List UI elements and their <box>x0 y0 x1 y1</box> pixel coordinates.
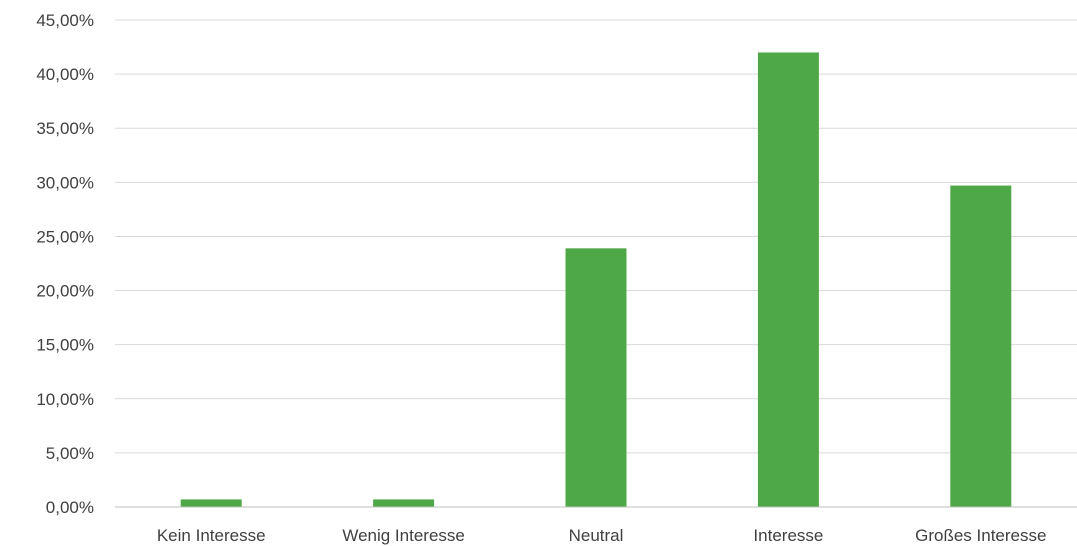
y-tick-label: 25,00% <box>36 227 94 246</box>
bar <box>180 499 242 507</box>
x-category-label: Neutral <box>569 526 624 545</box>
x-category-label: Kein Interesse <box>157 526 266 545</box>
y-tick-label: 35,00% <box>36 119 94 138</box>
bar <box>757 52 819 507</box>
y-axis-tick-labels: 0,00% 5,00% 10,00% 15,00% 20,00% 25,00% 30,00%… <box>36 11 94 517</box>
y-tick-label: 5,00% <box>46 444 94 463</box>
bars <box>180 52 1012 508</box>
y-tick-label: 20,00% <box>36 282 94 301</box>
y-tick-label: 10,00% <box>36 390 94 409</box>
y-tick-label: 45,00% <box>36 11 94 30</box>
x-category-label: Großes Interesse <box>915 526 1046 545</box>
bar <box>950 185 1012 507</box>
x-category-label: Interesse <box>753 526 823 545</box>
y-tick-label: 15,00% <box>36 336 94 355</box>
y-tick-label: 30,00% <box>36 173 94 192</box>
bar <box>565 248 627 508</box>
gridlines <box>115 19 1077 454</box>
x-category-label: Wenig Interesse <box>342 526 465 545</box>
y-tick-label: 0,00% <box>46 498 94 517</box>
bar <box>373 499 435 507</box>
y-tick-label: 40,00% <box>36 65 94 84</box>
x-axis-category-labels: Kein Interesse Wenig Interesse Neutral Inte… <box>157 526 1047 545</box>
